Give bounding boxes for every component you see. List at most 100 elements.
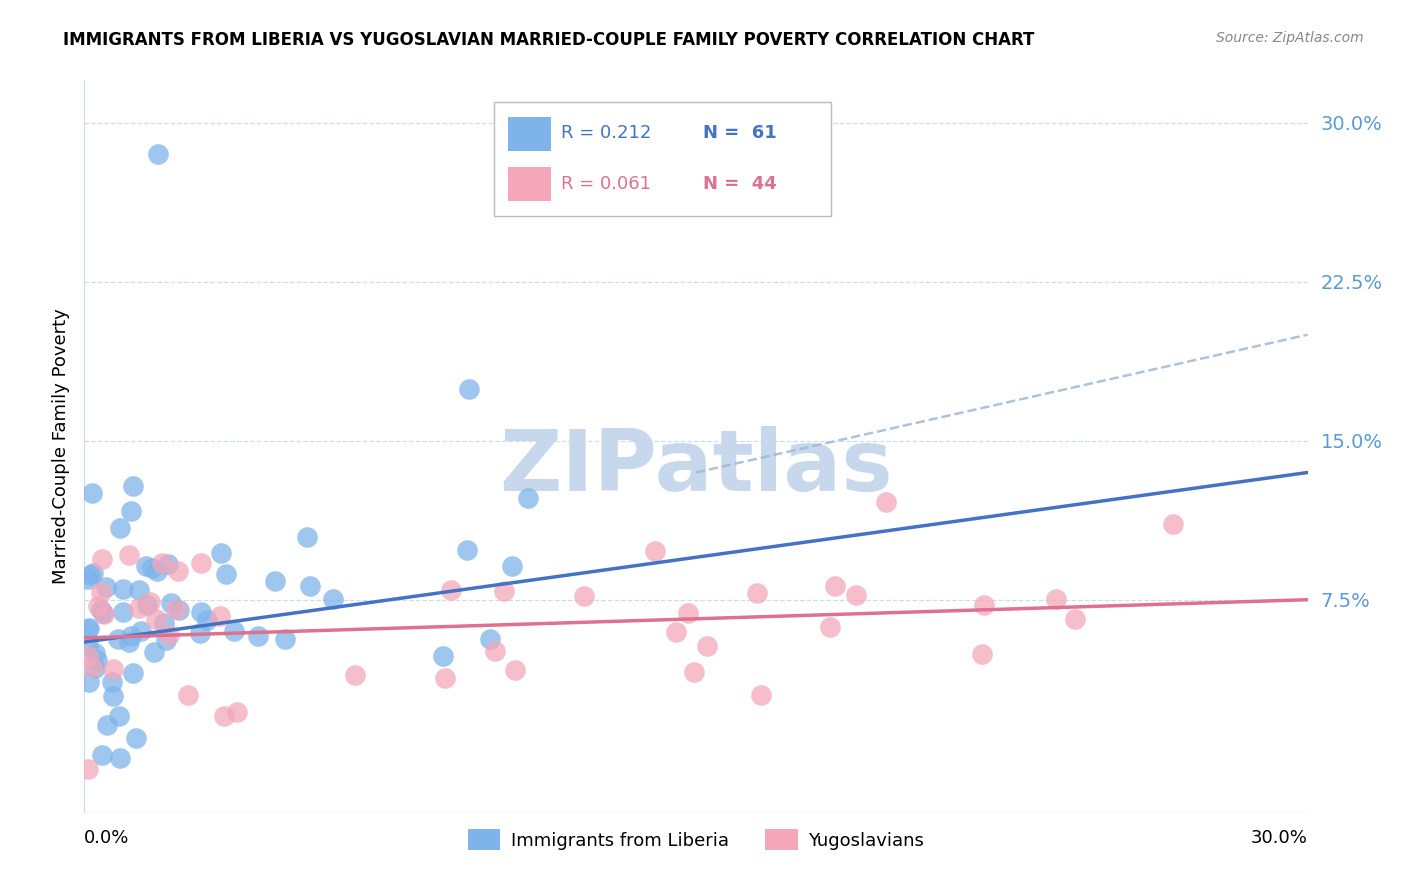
Point [143,645,166,659]
Point [973,598,995,612]
Point [77,648,100,663]
Point [136,599,159,613]
Point [101,689,124,703]
Point [77,572,100,586]
Point [77,638,100,652]
Point [125,731,148,745]
Point [574,590,596,604]
Point [322,591,344,606]
Point [118,548,141,562]
Point [479,632,502,647]
Point [484,643,506,657]
Point [110,751,132,765]
Point [165,602,187,616]
Point [432,648,454,663]
Point [153,616,176,631]
Point [86,599,108,613]
Point [129,624,152,638]
Point [120,629,142,643]
Point [90,748,112,763]
Point [93,607,115,621]
Point [263,574,285,588]
Point [79,567,101,582]
Point [215,566,238,581]
Point [120,504,142,518]
Point [517,491,540,505]
Point [146,147,169,161]
Point [972,647,994,661]
Point [96,718,118,732]
Point [665,624,688,639]
Point [118,635,141,649]
Point [157,557,180,571]
Y-axis label: Married-Couple Family Poverty: Married-Couple Family Poverty [52,308,70,584]
Text: IMMIGRANTS FROM LIBERIA VS YUGOSLAVIAN MARRIED-COUPLE FAMILY POVERTY CORRELATION: IMMIGRANTS FROM LIBERIA VS YUGOSLAVIAN M… [63,31,1035,49]
Point [492,583,515,598]
Point [84,660,107,674]
Point [91,551,114,566]
Point [209,545,232,559]
Point [456,543,478,558]
Point [128,601,150,615]
Point [80,660,103,674]
Point [128,582,150,597]
Point [169,602,191,616]
Point [77,621,100,635]
Text: Source: ZipAtlas.com: Source: ZipAtlas.com [1216,31,1364,45]
Point [696,639,718,653]
Point [86,653,108,667]
Point [159,596,181,610]
Point [159,628,181,642]
Point [121,666,143,681]
Point [676,606,699,620]
Point [139,594,162,608]
Point [188,625,211,640]
Point [295,529,318,543]
Point [751,689,773,703]
Point [824,579,846,593]
Legend: Immigrants from Liberia, Yugoslavians: Immigrants from Liberia, Yugoslavians [460,822,932,857]
Point [177,688,200,702]
Point [122,479,145,493]
Point [1161,517,1184,532]
Point [94,580,117,594]
Point [145,565,167,579]
Point [101,674,124,689]
Point [91,607,114,621]
Point [274,632,297,647]
Point [1045,592,1067,607]
Text: ZIPatlas: ZIPatlas [499,426,893,509]
Point [135,558,157,573]
Point [298,579,321,593]
Point [875,495,897,509]
Point [112,582,135,596]
Point [103,662,125,676]
Point [145,612,167,626]
Point [77,675,100,690]
Point [820,620,842,634]
Point [434,671,457,685]
Point [501,559,523,574]
Point [224,624,246,638]
Point [107,632,129,647]
Point [111,606,134,620]
Point [209,609,232,624]
Point [247,629,270,643]
Point [745,585,768,599]
Point [190,556,212,570]
Point [195,613,218,627]
Point [458,383,481,397]
Point [82,566,104,580]
Point [440,582,463,597]
Point [226,705,249,719]
Point [90,603,112,617]
Point [80,486,103,500]
Point [344,667,367,681]
Point [141,561,163,575]
Point [1064,612,1087,626]
Point [166,564,188,578]
Point [212,708,235,723]
Text: 0.0%: 0.0% [84,829,129,847]
Point [150,557,173,571]
Point [108,521,131,535]
